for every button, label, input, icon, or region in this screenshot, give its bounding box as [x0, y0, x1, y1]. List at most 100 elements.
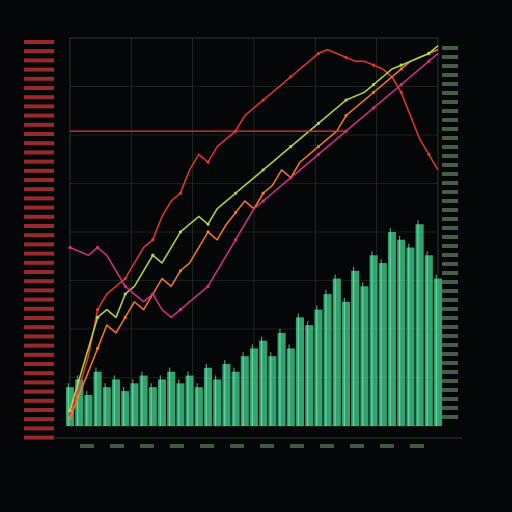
volume-bar [314, 309, 323, 426]
series-point [372, 106, 376, 110]
series-point [178, 230, 182, 234]
volume-bar [148, 387, 157, 426]
series-point [206, 284, 210, 288]
left-scale-mark [24, 141, 54, 146]
right-scale-mark [442, 118, 458, 122]
volume-spike [417, 220, 419, 426]
left-scale-mark [24, 187, 54, 192]
series-point [68, 412, 72, 416]
x-tick-mark [80, 444, 94, 448]
volume-spike [132, 379, 134, 426]
right-scale-mark [442, 397, 458, 401]
volume-spike [150, 383, 152, 426]
right-scale-mark [442, 181, 458, 185]
left-scale-mark [24, 224, 54, 228]
left-scale-mark [24, 95, 54, 100]
volume-bar [75, 379, 84, 426]
series-point [427, 51, 431, 56]
left-scale-mark [24, 352, 54, 357]
x-tick-mark [230, 444, 244, 448]
volume-spike [260, 336, 263, 426]
volume-bar [387, 232, 397, 426]
series-line [69, 48, 439, 419]
volume-bar [351, 270, 360, 426]
right-scale-mark [442, 82, 458, 86]
volume-spike [334, 274, 336, 426]
volume-bar [93, 371, 102, 426]
volume-spike [398, 235, 401, 426]
volume-bar [323, 294, 332, 426]
series-point [96, 308, 100, 312]
series-point [151, 292, 155, 296]
volume-bar [433, 278, 443, 426]
volume-spike [141, 371, 143, 426]
right-scale-mark [442, 145, 458, 149]
volume-spike [205, 363, 207, 426]
right-scale-mark [442, 226, 458, 230]
series-point [151, 253, 155, 257]
volume-bar [203, 367, 213, 426]
right-scale-mark [442, 316, 458, 320]
right-scale-mark [442, 55, 458, 59]
volume-spike [214, 375, 217, 426]
left-scale-mark [24, 316, 54, 320]
series-point [68, 245, 72, 250]
series-point [316, 152, 320, 156]
series-point [289, 145, 293, 149]
volume-spike [435, 274, 437, 426]
volume-spike [270, 352, 272, 426]
left-scale-mark [24, 251, 54, 256]
series-point [399, 63, 403, 67]
left-scale-mark [24, 49, 54, 54]
volume-spike [389, 228, 391, 426]
series-point [178, 191, 182, 195]
left-scale-mark [24, 306, 54, 311]
volume-bar [111, 379, 121, 426]
x-tick-mark [380, 444, 394, 448]
series-point [372, 82, 376, 87]
left-scale-mark [24, 288, 54, 293]
left-scale-mark [24, 113, 54, 118]
series-point [178, 308, 182, 312]
volume-bar [157, 379, 167, 426]
x-tick-mark [260, 444, 274, 448]
volume-spike [95, 367, 97, 426]
volume-spike [196, 383, 198, 426]
series-point [289, 176, 293, 180]
volume-bar [286, 348, 295, 426]
left-scale-mark [24, 132, 54, 136]
volume-bar [305, 325, 314, 426]
left-scale-mark [24, 371, 54, 376]
right-scale-mark [442, 199, 458, 203]
volume-bar [259, 340, 268, 426]
volume-spike [242, 352, 244, 426]
right-scale-mark [442, 172, 458, 176]
series-point [123, 284, 127, 288]
left-scale-mark [24, 40, 54, 44]
x-tick-mark [320, 444, 334, 448]
volume-spike [279, 328, 281, 426]
series-line [69, 45, 439, 411]
volume-spike [380, 259, 382, 426]
volume-bar [121, 391, 130, 426]
volume-bar [332, 278, 341, 426]
volume-spike [122, 387, 125, 426]
right-scale-mark [442, 343, 458, 347]
series-point [96, 245, 100, 250]
volume-spike [371, 251, 373, 426]
volume-bar [222, 363, 231, 426]
series-point [123, 292, 127, 296]
series-point [234, 211, 238, 215]
volume-spike [168, 367, 171, 426]
volume-bar [268, 356, 277, 426]
volume-bar [369, 255, 378, 426]
right-scale-mark [442, 280, 458, 284]
series-point [96, 315, 100, 319]
right-scale-mark [442, 244, 458, 248]
left-scale-mark [24, 380, 54, 385]
volume-spike [104, 383, 106, 426]
series-point [316, 145, 320, 149]
series-point [68, 408, 72, 413]
volume-spike [288, 344, 290, 426]
